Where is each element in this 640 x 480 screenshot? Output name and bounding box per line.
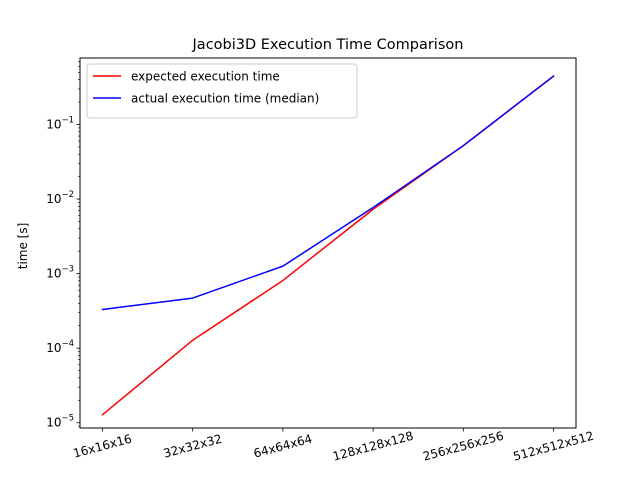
legend-box: [86, 63, 358, 119]
axes-frame: [79, 57, 577, 429]
y-tick-label: 10−3: [46, 265, 74, 281]
y-tick-label: 10−5: [46, 414, 74, 430]
legend-label: expected execution time: [131, 70, 280, 84]
legend: expected execution time actual execution …: [86, 63, 358, 119]
y-tick-label: 10−4: [46, 339, 74, 355]
y-tick-label: 10−1: [46, 116, 74, 132]
series-line-1: [101, 75, 555, 311]
y-axis-label: time [s]: [16, 223, 30, 270]
legend-label: actual execution time (median): [131, 92, 319, 106]
chart-title: Jacobi3D Execution Time Comparison: [192, 37, 464, 53]
y-tick-label: 10−2: [46, 190, 74, 206]
